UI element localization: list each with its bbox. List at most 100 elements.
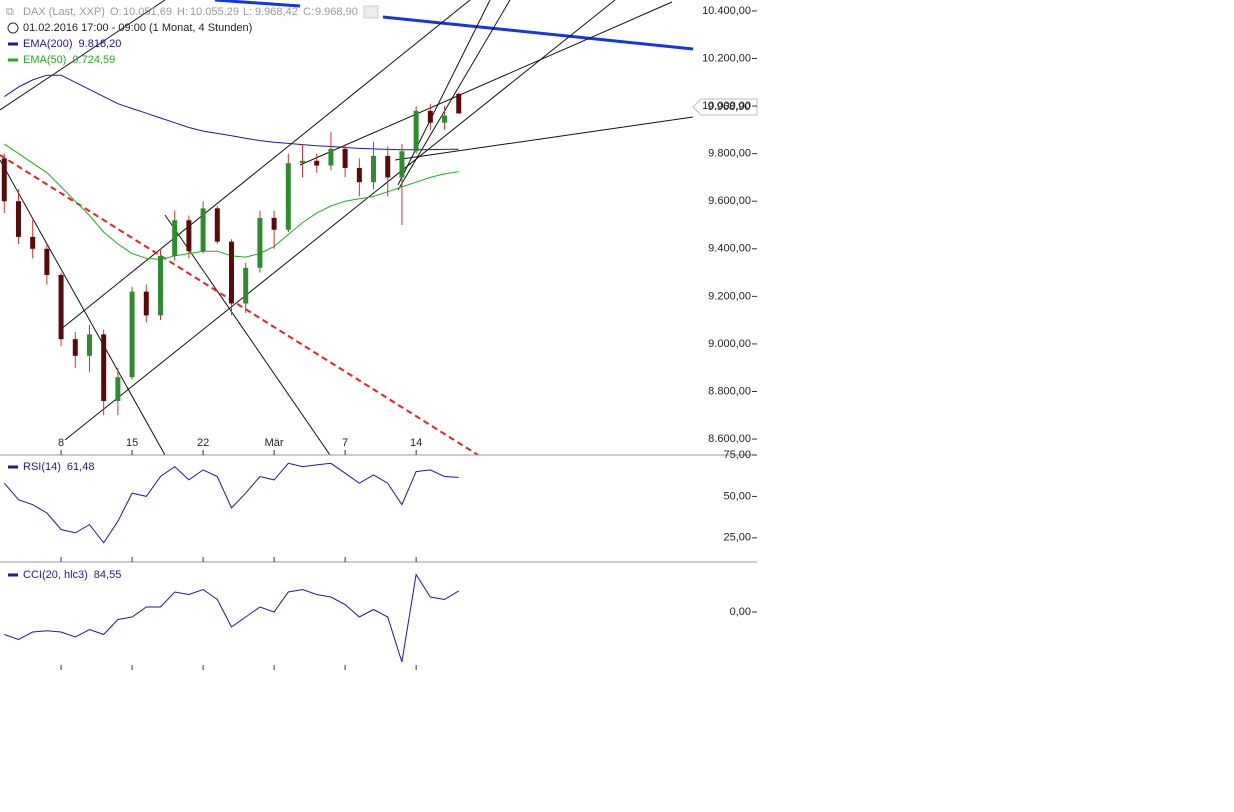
candle-body [200,208,206,252]
y-tick-label: 10.000,00 [702,100,751,112]
candle-body [186,220,192,252]
ohlc-value: 9.968,42 [255,6,298,18]
candle-body [44,248,50,275]
legend-value: 61,48 [67,461,95,473]
x-tick-label: 22 [197,437,209,449]
price-tag-box [692,98,758,116]
clock-icon [7,22,19,34]
y-tick-label: 9.000,00 [708,338,751,350]
ohlc-name: C: [303,6,314,18]
ohlc-name: O: [110,6,122,18]
trend-line [0,154,479,455]
candle-body [157,255,163,316]
y-tick-label: 50,00 [723,490,751,502]
trend-line [397,0,511,191]
settings-button[interactable] [363,5,379,19]
candle-body [342,148,348,168]
candle-body [229,241,235,304]
trend-line [382,15,694,51]
y-tick-label: 10.200,00 [702,52,751,64]
panel: 25,00 50,00 75,00 [3,449,757,562]
header: ⧉ DAX (Last, XXP) O: 10.051,69 H: 10.055… [6,5,379,34]
candle-body [143,291,149,316]
y-tick-label: 9.800,00 [708,148,751,160]
instrument: DAX (Last, XXP) [23,6,105,18]
legend-value: 9.724,59 [72,54,115,66]
candle-body [456,93,462,114]
candle-body [115,377,121,402]
trend-line [64,0,616,441]
candle-body [314,160,320,166]
y-tick-label: 0,00 [730,606,751,618]
candle-body [101,334,107,402]
ohlc-name: H: [177,6,188,18]
period: 01.02.2016 17:00 - 09:00 (1 Monat, 4 Stu… [23,22,252,34]
y-tick-label: 9.200,00 [708,290,751,302]
y-tick-label: 25,00 [723,532,751,544]
ohlc-value: 10.055,29 [190,6,239,18]
candle-body [413,110,419,152]
trend-line [394,116,694,161]
y-tick-label: 9.400,00 [708,243,751,255]
ohlc-value: 9.968,90 [315,6,358,18]
legend-name: RSI(14) [23,461,61,473]
candle-body [129,291,135,378]
x-tick-label: 15 [126,437,138,449]
indicator-line [3,462,459,544]
legend: CCI(20, hlc3) 84,55 [8,569,121,581]
candle-body [399,151,405,178]
ohlc-value: 10.051,69 [123,6,172,18]
candle-body [300,160,306,164]
candle-body [427,110,433,123]
x-tick-label: 7 [342,437,348,449]
y-tick-label: 9.600,00 [708,195,751,207]
candle-body [356,167,362,183]
legend-name: EMA(200) [23,38,73,50]
candle-body [442,115,448,123]
trend-line [164,214,331,455]
price-tag: 9.968,90 [692,98,758,116]
y-tick-label: 75,00 [723,449,751,461]
candle-body [86,334,92,356]
legend-name: EMA(50) [23,54,66,66]
x-tick-label: 8 [58,437,64,449]
candle-body [72,339,78,356]
indicator-line [4,573,459,663]
x-tick-label: 14 [410,437,422,449]
candle-body [30,236,36,249]
trend-line [299,1,673,166]
legend: EMA(200) 9.818,20 EMA(50) 9.724,59 [8,38,121,66]
y-tick-label: 8.800,00 [708,385,751,397]
legend: RSI(14) 61,48 [8,461,94,473]
y-tick-label: 8.600,00 [708,433,751,445]
candle-body [1,158,7,202]
candle-body [328,148,334,166]
candle-body [385,156,391,178]
trend-line [0,0,166,111]
legend-value: 84,55 [94,569,122,581]
panel: 0,00 [4,573,757,670]
y-tick-label: 10.400,00 [702,5,751,17]
chart-icon: ⧉ [6,6,14,18]
trend-line [0,159,166,455]
trend-line [214,0,301,8]
panel: 8.600,00 8.800,00 9.000,00 9.200,00 9.400,00… [1,5,757,455]
candle-body [271,217,277,230]
candle-body [58,274,64,340]
trend-line [59,0,471,331]
trend-line [397,0,491,186]
candle-body [285,163,291,230]
candle-body [214,208,220,242]
candle-body [371,156,377,183]
candle-body [257,217,263,268]
x-tick-label: Mär [265,437,284,449]
legend-value: 9.818,20 [79,38,122,50]
indicator-line [4,74,459,151]
candle-body [172,220,178,256]
legend-name: CCI(20, hlc3) [23,569,88,581]
candle-body [243,267,249,304]
candle-body [15,201,21,237]
price-tag-label: 9.968,90 [708,101,751,113]
